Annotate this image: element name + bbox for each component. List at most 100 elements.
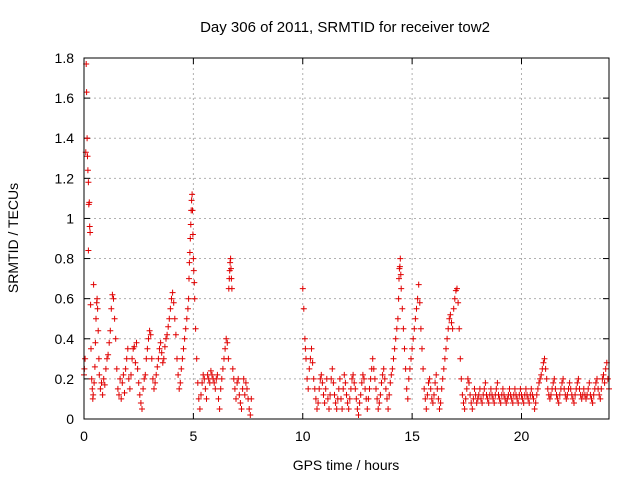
- data-point: [203, 395, 210, 402]
- data-point: [241, 391, 248, 398]
- data-point: [533, 391, 540, 398]
- data-point: [409, 345, 416, 352]
- data-point: [227, 255, 234, 262]
- data-point: [82, 355, 89, 362]
- data-point: [575, 375, 582, 382]
- data-point: [95, 355, 102, 362]
- data-point: [137, 400, 144, 406]
- data-point: [188, 197, 195, 204]
- data-point: [328, 375, 335, 382]
- data-point: [353, 395, 360, 402]
- data-point: [89, 385, 96, 392]
- data-point: [214, 371, 221, 378]
- data-point: [389, 365, 396, 372]
- data-point: [532, 400, 539, 406]
- data-point: [340, 385, 347, 392]
- data-point: [175, 371, 182, 378]
- data-point: [339, 406, 346, 412]
- data-point: [122, 365, 129, 372]
- data-point: [463, 385, 470, 392]
- data-point: [585, 385, 592, 392]
- data-point: [478, 395, 484, 402]
- data-point: [216, 406, 223, 412]
- data-point: [433, 371, 440, 378]
- data-point: [491, 400, 498, 406]
- data-point: [229, 365, 236, 372]
- data-point: [118, 395, 125, 402]
- y-tick-labels: 0 0.2 0.4 0.6 0.8 1 1.2 1.4 1.6 1.8: [55, 50, 75, 427]
- data-point: [315, 400, 322, 406]
- data-point: [223, 335, 230, 342]
- data-point: [355, 412, 362, 418]
- x-tick-label: 20: [514, 428, 530, 444]
- data-point: [365, 395, 372, 402]
- data-point: [170, 299, 177, 306]
- data-point: [190, 255, 197, 262]
- data-point: [88, 345, 94, 352]
- data-point: [219, 365, 226, 372]
- data-point: [600, 371, 607, 378]
- data-point: [99, 391, 106, 398]
- data-point: [86, 199, 93, 206]
- data-point: [195, 395, 202, 402]
- data-point: [471, 385, 478, 392]
- data-point: [331, 391, 338, 398]
- data-point: [228, 285, 235, 292]
- data-point: [228, 265, 234, 272]
- data-point: [503, 400, 510, 406]
- data-point: [530, 395, 537, 402]
- data-point: [526, 400, 533, 406]
- data-point: [423, 406, 430, 412]
- data-point: [309, 359, 316, 366]
- data-point: [140, 385, 147, 392]
- data-point: [599, 375, 606, 382]
- data-point: [316, 385, 323, 392]
- data-point: [349, 375, 355, 382]
- data-point: [493, 385, 500, 392]
- data-point: [522, 385, 529, 392]
- data-point: [106, 339, 113, 346]
- data-point: [400, 325, 407, 332]
- data-point: [307, 355, 314, 362]
- data-point: [456, 325, 463, 332]
- x-tick-label: 5: [189, 428, 197, 444]
- data-point: [84, 135, 91, 142]
- data-point: [310, 375, 317, 382]
- data-point: [95, 327, 102, 334]
- data-point: [146, 327, 153, 334]
- data-point: [415, 281, 422, 288]
- data-point: [464, 375, 471, 382]
- data-point: [496, 395, 503, 402]
- data-point: [306, 365, 313, 372]
- data-point: [467, 391, 474, 398]
- data-point: [308, 345, 315, 352]
- data-point: [404, 395, 411, 402]
- data-point: [166, 315, 173, 322]
- data-point: [320, 391, 327, 398]
- data-point: [405, 375, 412, 382]
- data-point: [424, 391, 431, 398]
- y-tick-label: 1.4: [55, 130, 75, 146]
- data-point: [87, 301, 94, 308]
- data-point: [429, 400, 436, 406]
- data-point: [145, 335, 152, 342]
- data-point: [380, 365, 387, 372]
- data-point: [212, 385, 219, 392]
- data-point: [136, 391, 143, 398]
- plot-frame: [83, 57, 610, 420]
- data-point: [144, 345, 151, 352]
- data-point: [548, 391, 554, 398]
- data-point: [447, 311, 454, 318]
- data-point: [419, 345, 425, 352]
- data-point: [300, 305, 307, 312]
- data-point: [536, 379, 542, 386]
- data-point: [352, 385, 359, 392]
- data-point: [497, 400, 504, 406]
- data-point: [426, 375, 433, 382]
- data-point: [128, 371, 134, 378]
- data-point: [101, 381, 108, 388]
- data-point: [189, 207, 196, 214]
- data-point: [191, 279, 198, 286]
- data-point: [520, 400, 527, 406]
- data-point: [435, 395, 442, 402]
